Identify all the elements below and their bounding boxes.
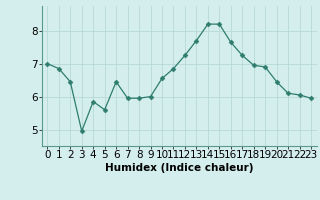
X-axis label: Humidex (Indice chaleur): Humidex (Indice chaleur) [105,163,253,173]
